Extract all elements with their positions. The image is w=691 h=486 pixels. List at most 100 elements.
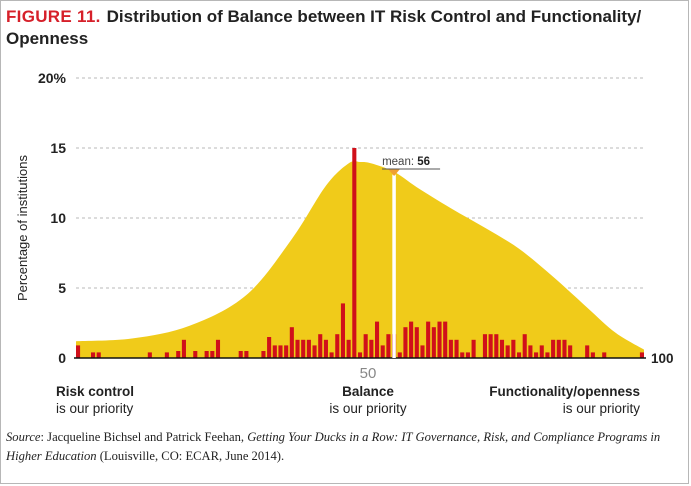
- bar: [176, 351, 181, 358]
- bar: [346, 339, 351, 358]
- bar: [505, 345, 510, 358]
- bar: [499, 339, 505, 358]
- bar: [357, 352, 363, 358]
- distribution-curve: [76, 161, 644, 358]
- category-right: Functionality/openness is our priority: [462, 383, 640, 417]
- source-note: Source: Jacqueline Bichsel and Patrick F…: [6, 428, 684, 466]
- bar: [516, 352, 522, 358]
- bar: [551, 339, 556, 358]
- source-tail: (Louisville, CO: ECAR, June 2014).: [96, 449, 285, 463]
- bar: [238, 351, 243, 358]
- bar: [448, 339, 453, 358]
- bar: [482, 334, 488, 358]
- x-tick-label: 50: [360, 365, 377, 382]
- bar: [261, 351, 266, 358]
- bar: [318, 334, 323, 358]
- bar: [204, 351, 209, 358]
- bar: [312, 345, 317, 358]
- bar: [267, 337, 272, 358]
- bar: [386, 334, 391, 358]
- bar: [539, 345, 544, 358]
- bar: [522, 334, 527, 358]
- bar: [301, 339, 306, 358]
- category-center: Balance is our priority: [298, 383, 438, 417]
- bar: [352, 148, 357, 358]
- bar: [426, 321, 431, 358]
- bar: [409, 321, 414, 358]
- y-tick-label: 10: [50, 210, 66, 226]
- bar: [568, 345, 573, 358]
- bar: [590, 352, 595, 358]
- bar: [639, 352, 644, 358]
- bar: [494, 334, 499, 358]
- bar: [431, 327, 436, 358]
- bar: [278, 345, 283, 358]
- bar: [374, 321, 380, 358]
- bar: [329, 352, 334, 358]
- bar: [193, 351, 198, 358]
- bar: [244, 351, 249, 358]
- bar: [397, 352, 402, 358]
- bar: [465, 352, 470, 358]
- source-work: Getting Your Ducks in a Row: IT Governan…: [6, 430, 661, 463]
- bar: [284, 345, 289, 358]
- bar: [528, 345, 533, 358]
- source-authors: : Jacqueline Bichsel and Patrick Feehan,: [40, 430, 248, 444]
- bar: [556, 339, 561, 358]
- bar: [369, 339, 374, 358]
- bar: [147, 352, 152, 358]
- bar: [295, 339, 300, 358]
- category-left: Risk control is our priority: [56, 383, 176, 417]
- bar: [340, 303, 346, 358]
- mean-label: mean: 56: [382, 156, 430, 168]
- bar: [76, 345, 81, 358]
- category-right-sub: is our priority: [562, 401, 640, 416]
- bar: [511, 339, 516, 358]
- y-axis-title: Percentage of institutions: [15, 155, 30, 301]
- bar: [420, 345, 425, 358]
- bar: [323, 339, 328, 358]
- y-tick-label: 0: [58, 350, 66, 366]
- bar: [454, 339, 459, 358]
- bar: [272, 345, 277, 358]
- bar: [363, 334, 368, 358]
- bar: [335, 334, 340, 358]
- mean-marker-icon: [388, 169, 401, 176]
- figure-title: Distribution of Balance between IT Risk …: [6, 7, 642, 48]
- category-right-label: Functionality/openness: [489, 384, 640, 399]
- bar: [602, 352, 607, 358]
- bar: [215, 339, 221, 358]
- bar: [443, 321, 448, 358]
- bar: [414, 327, 419, 358]
- bar: [181, 339, 186, 358]
- bar: [562, 339, 567, 358]
- category-left-label: Risk control: [56, 384, 135, 399]
- figure-label: FIGURE 11.: [6, 7, 101, 26]
- y-tick-label: 20%: [38, 70, 67, 86]
- category-center-sub: is our priority: [329, 401, 407, 416]
- bar: [460, 352, 465, 358]
- bar: [380, 345, 385, 358]
- bar: [488, 334, 493, 358]
- y-tick-label: 5: [58, 280, 66, 296]
- bar: [210, 351, 215, 358]
- figure-title-row: FIGURE 11. Distribution of Balance betwee…: [6, 6, 686, 50]
- bar: [306, 339, 311, 358]
- category-center-label: Balance: [342, 384, 394, 399]
- bar: [403, 327, 408, 358]
- bar: [90, 352, 96, 358]
- bar: [96, 352, 101, 358]
- bar: [164, 352, 169, 358]
- bar: [585, 345, 590, 358]
- y-tick-label: 15: [50, 140, 66, 156]
- category-left-sub: is our priority: [56, 401, 134, 416]
- bar: [437, 321, 442, 358]
- source-prefix: Source: [6, 430, 41, 444]
- bar: [289, 327, 294, 358]
- bar: [471, 339, 476, 358]
- mean-value: 56: [417, 156, 430, 168]
- x-tick-label: 100: [651, 351, 674, 366]
- bar: [534, 352, 539, 358]
